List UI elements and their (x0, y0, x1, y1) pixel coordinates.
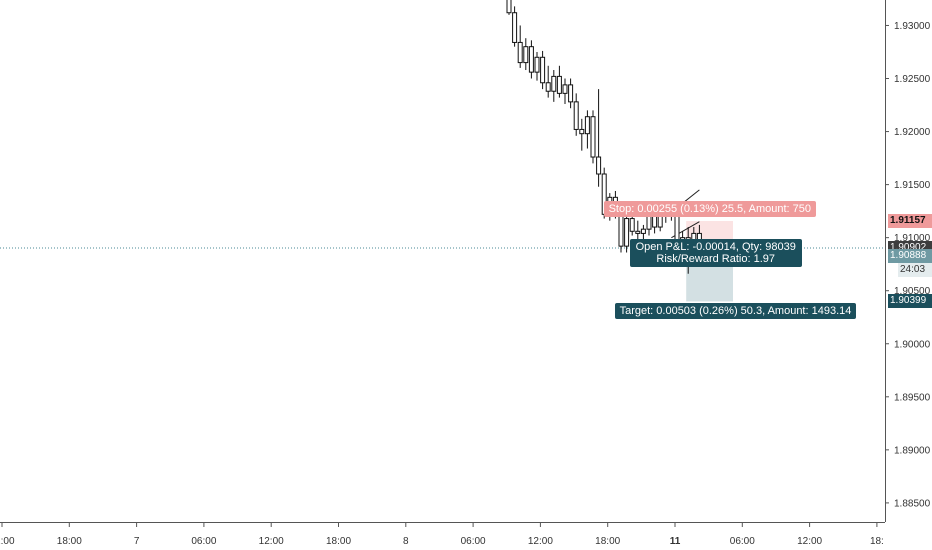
candle (635, 220, 641, 240)
candle-body (540, 56, 546, 84)
candle-body (646, 215, 652, 230)
candle-body (618, 211, 624, 247)
candle-body (545, 82, 551, 92)
price-tick-label: 1.88500 (894, 498, 931, 509)
price-tick-label: 1.90500 (894, 286, 931, 297)
time-tick-label: 18:00 (326, 536, 351, 547)
current-price-tag: 1.90888 (888, 248, 932, 263)
open-pnl-label[interactable]: Open P&L: -0.00014, Qty: 98039 Risk/Rewa… (629, 239, 802, 268)
candle-body (517, 41, 523, 64)
time-tick-label: 12:00 (259, 536, 284, 547)
candle-body (652, 215, 658, 228)
candle-body (573, 101, 579, 130)
candle (506, 0, 512, 15)
risk-reward-text: Risk/Reward Ratio: 1.97 (656, 253, 776, 266)
time-tick-label: 06:00 (461, 536, 486, 547)
time-tick-label: 18: (870, 536, 884, 547)
candle (545, 65, 551, 98)
price-tick-label: 1.92000 (894, 127, 931, 138)
candle (579, 118, 585, 151)
candle (528, 40, 534, 79)
time-tick-label: 7 (134, 536, 140, 547)
candle (534, 51, 540, 81)
candle-body (590, 116, 596, 158)
candle-body (528, 46, 534, 73)
stop-label[interactable]: Stop: 0.00255 (0.13%) 25.5, Amount: 750 (603, 201, 817, 217)
time-tick-label: 12:00 (0, 536, 15, 547)
candle (584, 110, 590, 149)
candle (556, 65, 562, 98)
time-tick-label: 18:00 (57, 536, 82, 547)
time-tick-label: 12:00 (528, 536, 553, 547)
time-tick-label: 11 (670, 536, 681, 547)
candle-body (584, 116, 590, 135)
countdown-tag: 24:03 (898, 262, 932, 277)
price-tick-label: 1.89500 (894, 392, 931, 403)
price-tick-label: 1.91000 (894, 233, 931, 244)
candle-body (635, 230, 641, 234)
candle (573, 93, 579, 136)
price-tick-label: 1.93000 (894, 21, 931, 32)
time-tick-label: 06:00 (730, 536, 755, 547)
stop-price-tag: 1.91157 (888, 214, 932, 228)
candle-body (556, 75, 562, 94)
candle-body (534, 56, 540, 73)
candle-body (596, 156, 602, 175)
time-tick-label: 06:00 (191, 536, 216, 547)
candle (540, 50, 546, 90)
candle-body (506, 0, 512, 14)
candle-body (568, 84, 574, 103)
candle-body (551, 75, 557, 92)
candle (562, 78, 568, 104)
price-tick-label: 1.90000 (894, 339, 931, 350)
candle (590, 110, 596, 164)
target-price-tag: 1.90399 (888, 294, 932, 309)
candle-body (512, 12, 518, 43)
candle (568, 78, 574, 109)
price-tick-label: 1.92500 (894, 74, 931, 85)
price-tick-label: 1.91500 (894, 180, 931, 191)
time-tick-label: 8 (403, 536, 409, 547)
candle (596, 89, 602, 187)
target-label[interactable]: Target: 0.00503 (0.26%) 50.3, Amount: 14… (614, 303, 857, 320)
candle (517, 25, 523, 68)
candle-body (562, 84, 568, 94)
open-pnl-text: Open P&L: -0.00014, Qty: 98039 (635, 241, 796, 254)
candle (624, 214, 630, 253)
candle (551, 70, 557, 102)
candle-body (579, 128, 585, 135)
candle-body (624, 218, 630, 247)
candle-body (657, 215, 663, 228)
candle-body (523, 46, 529, 64)
time-tick-label: 18:00 (595, 536, 620, 547)
candle-body (640, 228, 646, 234)
price-tick-label: 1.89000 (894, 445, 931, 456)
price-axis[interactable]: 1.93000 1.92500 1.92000 1.91500 1.91000 1.905… (885, 21, 931, 509)
time-tick-label: 12:00 (797, 536, 822, 547)
candle (512, 6, 518, 47)
candle-body (629, 218, 635, 232)
candles (506, 0, 702, 274)
candle (523, 38, 529, 71)
time-axis[interactable]: 12:00 18:00 7 06:00 12:00 18:00 8 06:00 12:00 18:… (0, 522, 884, 547)
